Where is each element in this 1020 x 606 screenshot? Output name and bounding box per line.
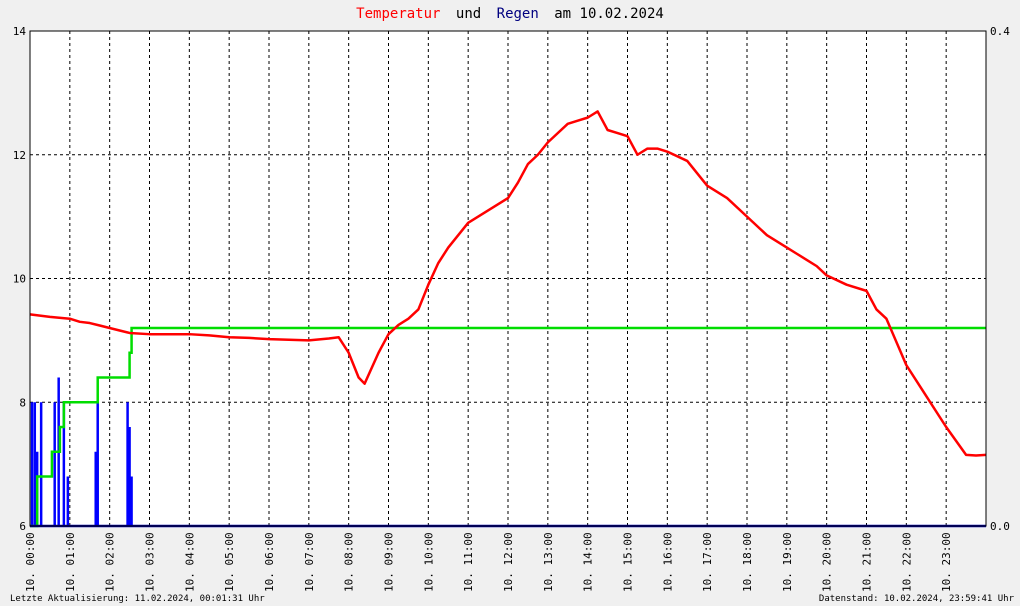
x-tick-label: 10. 21:00 [861, 532, 874, 592]
x-tick-label: 10. 07:00 [303, 532, 316, 592]
x-tick-label: 10. 17:00 [701, 532, 714, 592]
chart-title: Temperatur und Regen am 10.02.2024 [356, 6, 664, 22]
x-tick-label: 10. 15:00 [622, 532, 635, 592]
x-tick-label: 10. 11:00 [462, 532, 475, 592]
x-tick-label: 10. 09:00 [383, 532, 396, 592]
x-tick-label: 10. 14:00 [582, 532, 595, 592]
x-tick-label: 10. 05:00 [223, 532, 236, 592]
y-right-tick-label: 0.4 [990, 25, 1010, 38]
y-left-tick-label: 14 [13, 25, 27, 38]
axes: 10. 00:00 10. 01:00 10. 02:00 10. 03:00 10. … [13, 25, 1010, 592]
x-tick-label: 10. 02:00 [104, 532, 117, 592]
x-tick-label: 10. 08:00 [343, 532, 356, 592]
title-temperature: Temperatur [356, 6, 440, 22]
y-left-tick-label: 6 [19, 520, 26, 533]
title-date: am 10.02.2024 [554, 6, 664, 22]
rain-sum-line [30, 326, 986, 528]
x-tick-label: 10. 18:00 [741, 532, 754, 592]
plot-frame [29, 30, 987, 527]
x-tick-label: 10. 03:00 [144, 532, 157, 592]
x-tick-label: 10. 00:00 [24, 532, 37, 592]
x-tick-label: 10. 10:00 [422, 532, 435, 592]
y-right-tick-label: 0.0 [990, 520, 1010, 533]
x-tick-label: 10. 12:00 [502, 532, 515, 592]
x-tick-label: 10. 19:00 [781, 532, 794, 592]
x-tick-label: 10. 22:00 [900, 532, 913, 592]
x-tick-label: 10. 23:00 [940, 532, 953, 592]
temperature-line [29, 110, 987, 457]
grid [30, 31, 986, 526]
x-tick-label: 10. 20:00 [821, 532, 834, 592]
footer-data-status: Datenstand: 10.02.2024, 23:59:41 Uhr [819, 594, 1015, 604]
x-tick-label: 10. 16:00 [661, 532, 674, 592]
title-and: und [456, 6, 481, 22]
title-rain: Regen [497, 6, 539, 22]
y-left-tick-label: 10 [13, 273, 26, 286]
y-left-tick-label: 12 [13, 149, 26, 162]
x-tick-label: 10. 06:00 [263, 532, 276, 592]
x-tick-label: 10. 13:00 [542, 532, 555, 592]
footer-last-update: Letzte Aktualisierung: 11.02.2024, 00:01… [10, 594, 265, 604]
x-tick-label: 10. 04:00 [183, 532, 196, 592]
x-tick-label: 10. 01:00 [64, 532, 77, 592]
y-left-tick-label: 8 [19, 396, 26, 409]
